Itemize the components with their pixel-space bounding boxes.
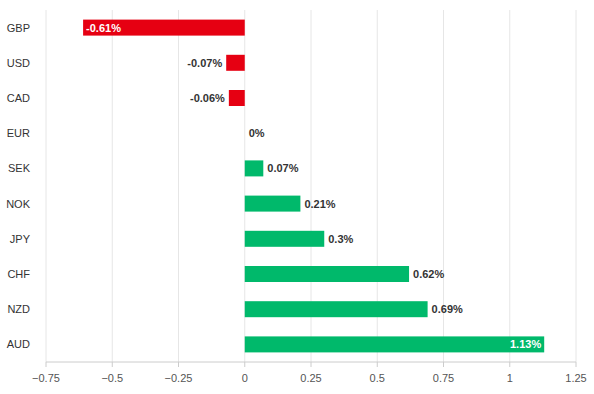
tick-label: −0.75 bbox=[32, 372, 60, 384]
category-label: EUR bbox=[7, 127, 30, 139]
data-label: 1.13% bbox=[510, 338, 541, 350]
grid-line bbox=[46, 10, 47, 362]
bars bbox=[83, 20, 544, 353]
bar bbox=[245, 301, 428, 317]
category-label: JPY bbox=[10, 233, 31, 245]
tick-mark bbox=[46, 362, 47, 367]
bar bbox=[229, 90, 245, 106]
data-label: -0.61% bbox=[86, 22, 121, 34]
x-axis: −0.75 −0.5 −0.25 0 0.25 0.5 0.75 1 1.25 bbox=[32, 362, 587, 384]
category-label: NZD bbox=[7, 303, 30, 315]
bar bbox=[245, 160, 264, 176]
tick-label: 1 bbox=[507, 372, 513, 384]
tick-label: 0.25 bbox=[300, 372, 321, 384]
data-label: 0.07% bbox=[267, 162, 298, 174]
category-label: USD bbox=[7, 57, 30, 69]
category-label: NOK bbox=[6, 198, 31, 210]
tick-mark bbox=[112, 362, 113, 367]
category-label: SEK bbox=[8, 162, 31, 174]
tick-mark bbox=[377, 362, 378, 367]
tick-mark bbox=[509, 362, 510, 367]
data-label: -0.06% bbox=[190, 92, 225, 104]
grid-line bbox=[509, 10, 510, 362]
tick-label: −0.5 bbox=[101, 372, 123, 384]
tick-label: 0.75 bbox=[433, 372, 454, 384]
data-label: 0.62% bbox=[413, 268, 444, 280]
data-label: 0.21% bbox=[304, 198, 335, 210]
bar bbox=[245, 266, 409, 282]
axis-line bbox=[46, 362, 576, 363]
grid bbox=[46, 10, 576, 362]
bar bbox=[245, 336, 544, 352]
bar bbox=[245, 231, 325, 247]
tick-mark bbox=[443, 362, 444, 367]
tick-mark bbox=[311, 362, 312, 367]
tick-mark bbox=[244, 362, 245, 367]
y-axis: GBP USD CAD EUR SEK NOK JPY CHF NZD AUD bbox=[6, 22, 31, 351]
tick-mark bbox=[178, 362, 179, 367]
chart: −0.75−0.5−0.2500.250.50.7511.25-0.61%-0.… bbox=[0, 0, 594, 394]
tick-label: 1.25 bbox=[565, 372, 586, 384]
category-label: GBP bbox=[7, 22, 30, 34]
grid-line bbox=[112, 10, 113, 362]
grid-line bbox=[576, 10, 577, 362]
tick-label: −0.25 bbox=[165, 372, 193, 384]
grid-line bbox=[178, 10, 179, 362]
bar bbox=[83, 20, 245, 36]
data-label: 0% bbox=[249, 127, 265, 139]
data-label: 0.69% bbox=[432, 303, 463, 315]
data-label: -0.07% bbox=[187, 57, 222, 69]
data-labels: -0.61% -0.07% -0.06% 0% 0.07% 0.21% 0.3% 0.62% 0… bbox=[86, 22, 541, 351]
tick-label: 0.5 bbox=[370, 372, 385, 384]
data-label: 0.3% bbox=[328, 233, 353, 245]
tick-mark bbox=[576, 362, 577, 367]
tick-label: 0 bbox=[242, 372, 248, 384]
category-label: AUD bbox=[7, 338, 30, 350]
bar bbox=[226, 55, 245, 71]
bar bbox=[245, 196, 301, 212]
category-label: CAD bbox=[7, 92, 30, 104]
bar bbox=[244, 125, 245, 141]
category-label: CHF bbox=[7, 268, 30, 280]
